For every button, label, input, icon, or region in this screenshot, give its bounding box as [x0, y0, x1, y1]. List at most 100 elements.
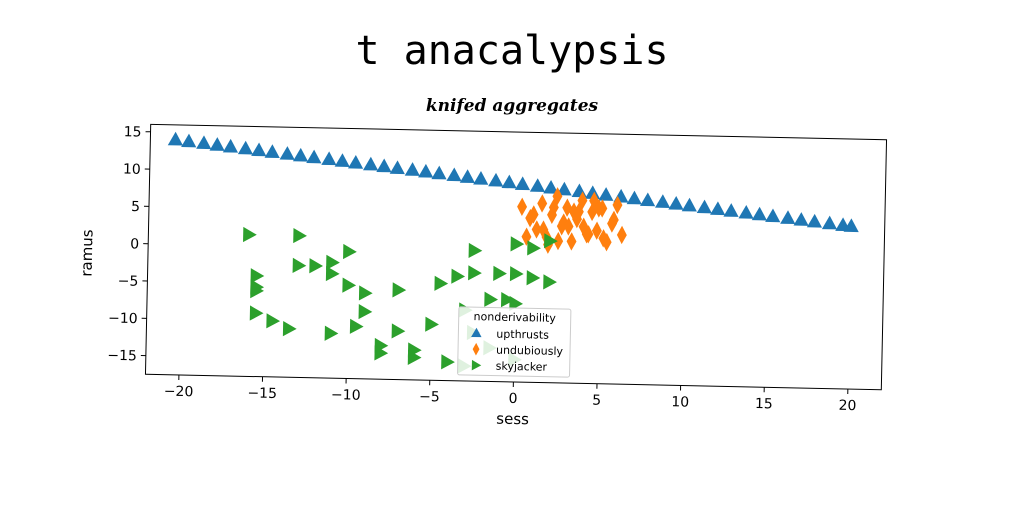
upthrusts-point	[556, 181, 572, 196]
upthrusts-point	[389, 160, 405, 175]
skyjacker-point	[527, 240, 541, 256]
skyjacker-point	[349, 318, 364, 334]
data-marks	[167, 131, 859, 374]
upthrusts-point	[376, 158, 392, 173]
upthrusts-point	[321, 151, 337, 166]
upthrusts-point	[362, 156, 379, 171]
undubiously-point	[598, 229, 609, 248]
undubiously-point	[594, 199, 604, 218]
undubiously-point	[521, 227, 532, 246]
skyjacker-point	[343, 243, 357, 260]
upthrusts-point	[514, 176, 531, 191]
upthrusts-point	[404, 162, 420, 176]
upthrusts-point	[209, 137, 225, 151]
skyjacker-point	[326, 254, 340, 270]
skyjacker-point	[392, 282, 407, 298]
skyjacker-point	[250, 268, 265, 284]
skyjacker-point	[324, 325, 339, 341]
skyjacker-point	[526, 270, 541, 286]
series-upthrusts	[167, 131, 859, 233]
undubiously-point	[608, 210, 619, 230]
y-tick-label: 0	[130, 236, 139, 252]
x-tick-label: 15	[755, 396, 773, 412]
upthrusts-point	[639, 192, 656, 207]
legend-label-upthrusts: upthrusts	[496, 328, 549, 342]
upthrusts-point	[196, 135, 212, 150]
skyjacker-point	[543, 274, 557, 290]
undubiously-point	[553, 231, 564, 251]
upthrusts-point	[488, 172, 504, 187]
skyjacker-point	[484, 291, 499, 307]
upthrusts-point	[571, 183, 587, 198]
skyjacker-point	[374, 345, 389, 361]
x-tick-label: 5	[592, 393, 601, 409]
skyjacker-point	[358, 285, 373, 301]
undubiously-point	[531, 220, 542, 239]
upthrusts-point	[167, 131, 183, 146]
upthrusts-point	[598, 187, 614, 201]
upthrusts-point	[806, 213, 823, 228]
skyjacker-point	[407, 349, 422, 365]
skyjacker-point	[468, 265, 482, 281]
undubiously-point	[578, 217, 589, 236]
skyjacker-point	[243, 226, 257, 243]
upthrusts-point	[738, 204, 754, 219]
upthrusts-point	[821, 215, 838, 230]
x-tick-label: 10	[671, 394, 689, 410]
undubiously-point	[583, 225, 594, 244]
x-axis-label: sess	[496, 410, 529, 429]
skyjacker-point	[434, 275, 449, 291]
legend-box	[457, 306, 572, 378]
upthrusts-point	[292, 147, 309, 162]
skyjacker-point	[293, 227, 307, 244]
undubiously-point	[528, 205, 539, 224]
legend-marker-undubiously	[472, 342, 480, 356]
y-tick-label: −5	[118, 273, 139, 289]
y-tick-label: 5	[131, 199, 140, 215]
undubiously-point	[517, 197, 528, 216]
skyjacker-point	[266, 313, 281, 329]
upthrusts-point	[765, 208, 781, 223]
undubiously-point	[563, 217, 574, 236]
upthrusts-point	[780, 210, 796, 225]
upthrusts-point	[543, 179, 559, 194]
upthrusts-point	[529, 178, 546, 192]
skyjacker-point	[468, 242, 483, 259]
legend-label-skyjacker: skyjacker	[496, 360, 548, 374]
skyjacker-point	[292, 257, 307, 274]
undubiously-point	[558, 213, 569, 232]
upthrusts-point	[696, 199, 712, 214]
upthrusts-point	[654, 194, 671, 209]
undubiously-point	[548, 198, 559, 217]
chart-title: t anacalypsis	[355, 28, 669, 74]
undubiously-point	[573, 202, 584, 221]
skyjacker-point	[342, 277, 357, 293]
skyjacker-point	[391, 323, 406, 339]
y-tick-label: 10	[123, 162, 141, 178]
legend-marker-upthrusts	[471, 327, 482, 338]
skyjacker-point	[510, 236, 525, 252]
undubiously-point	[601, 232, 612, 252]
undubiously-point	[612, 195, 623, 215]
upthrusts-point	[306, 149, 322, 164]
skyjacker-point	[544, 233, 558, 249]
skyjacker-point	[493, 265, 507, 281]
upthrusts-point	[843, 218, 859, 233]
y-tick-label: −10	[108, 311, 138, 328]
y-tick-label: −15	[107, 348, 137, 365]
upthrusts-point	[264, 144, 280, 159]
upthrusts-point	[681, 197, 697, 212]
upthrusts-point	[347, 154, 364, 169]
upthrusts-point	[418, 163, 434, 178]
upthrusts-point	[334, 153, 350, 167]
skyjacker-point	[250, 283, 264, 299]
x-axis-ticks: −20 −15 −10 −5 0 5 10 15 20	[164, 374, 857, 414]
skyjacker-point	[425, 316, 439, 332]
x-tick-label: 0	[508, 391, 517, 407]
upthrusts-point	[793, 212, 809, 226]
undubiously-point	[568, 202, 579, 221]
upthrusts-point	[446, 167, 462, 182]
undubiously-point	[537, 194, 548, 213]
legend-label-undubiously: undubiously	[496, 344, 564, 358]
upthrusts-point	[626, 190, 642, 205]
